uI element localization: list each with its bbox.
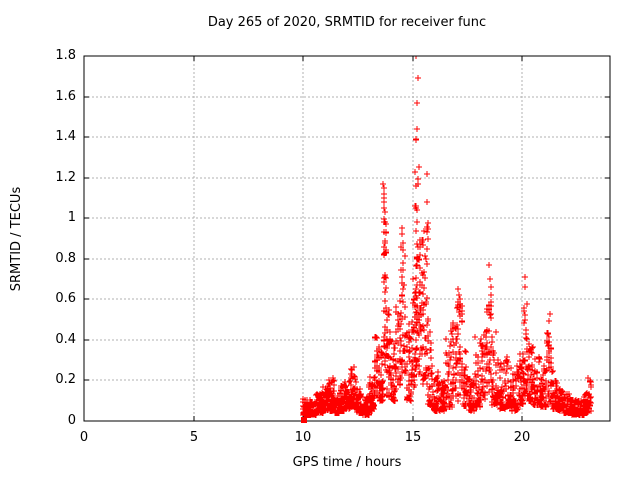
y-tick-label: 1.8 — [55, 48, 76, 63]
y-tick-label: 1.2 — [55, 170, 76, 185]
x-tick-label: 10 — [294, 430, 312, 445]
y-tick-label: 0.8 — [55, 251, 76, 266]
plot-border — [83, 55, 611, 422]
y-tick-label: 0.2 — [55, 372, 76, 387]
x-tick-label: 0 — [79, 430, 89, 445]
x-axis-label: GPS time / hours — [292, 455, 402, 470]
y-tick-label: 1.6 — [55, 89, 76, 104]
x-tick-label: 5 — [189, 430, 199, 445]
y-tick-label: 1.4 — [55, 129, 76, 144]
start-square-marker — [301, 417, 307, 423]
y-tick-label: 1 — [67, 210, 76, 225]
y-tick-label: 0 — [67, 413, 76, 428]
data-points — [300, 56, 594, 418]
x-tick-label: 20 — [513, 430, 531, 445]
x-tick-label: 15 — [404, 430, 422, 445]
tick-marks — [83, 55, 610, 422]
chart-title: Day 265 of 2020, SRMTID for receiver fun… — [207, 15, 487, 30]
y-tick-label: 0.6 — [55, 291, 76, 306]
y-tick-label: 0.4 — [55, 332, 76, 347]
